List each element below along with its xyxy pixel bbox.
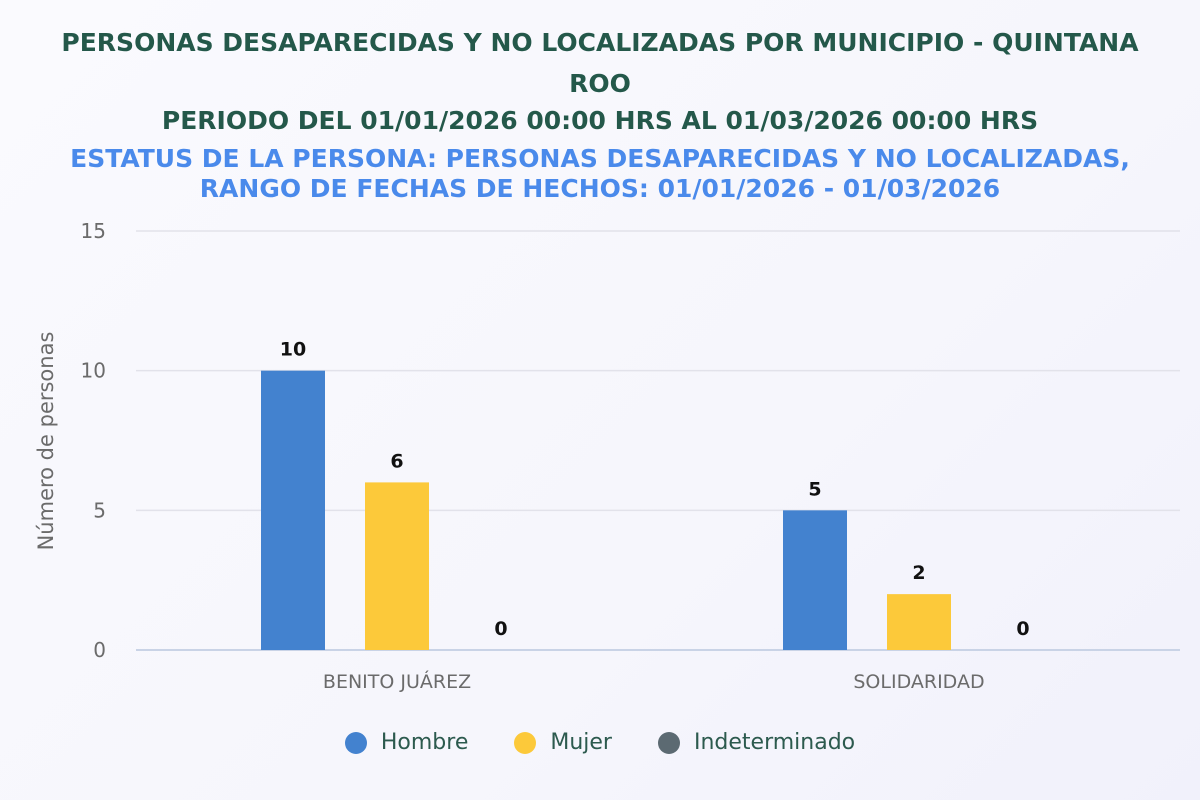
x-tick-label: SOLIDARIDAD: [853, 671, 984, 693]
legend-label: Indeterminado: [693, 730, 856, 755]
bar-hombre: [783, 510, 847, 650]
y-tick-label: 0: [93, 638, 106, 662]
legend: Hombre Mujer Indeterminado: [0, 730, 1200, 755]
y-tick-label: 5: [93, 498, 106, 522]
y-tick-label: 10: [81, 359, 106, 383]
data-label: 6: [390, 450, 403, 472]
data-label: 10: [280, 339, 306, 361]
y-tick-label: 15: [81, 219, 106, 243]
y-axis-label: Número de personas: [34, 332, 58, 551]
legend-label: Mujer: [550, 730, 612, 755]
data-label: 0: [494, 618, 507, 640]
legend-swatch: [657, 731, 680, 754]
chart-title: PERSONAS DESAPARECIDAS Y NO LOCALIZADAS …: [61, 28, 1139, 98]
legend-swatch: [514, 731, 537, 754]
data-label: 2: [912, 562, 925, 584]
legend-swatch: [344, 731, 367, 754]
legend-item-hombre[interactable]: Hombre: [344, 730, 469, 755]
data-label: 5: [808, 478, 821, 500]
subtitle-line-1: ESTATUS DE LA PERSONA: PERSONAS DESAPARE…: [70, 144, 1130, 173]
bar-hombre: [261, 370, 325, 650]
subtitle-line-2: RANGO DE FECHAS DE HECHOS: 01/01/2026 - …: [199, 174, 1001, 203]
x-tick-label: BENITO JUÁREZ: [323, 670, 471, 693]
chart-period: PERIODO DEL 01/01/2026 00:00 HRS AL 01/0…: [161, 106, 1039, 135]
legend-label: Hombre: [380, 730, 469, 755]
bar-mujer: [887, 594, 951, 650]
legend-item-mujer[interactable]: Mujer: [514, 730, 612, 755]
legend-item-indeterminado[interactable]: Indeterminado: [657, 730, 856, 755]
data-label: 0: [1016, 618, 1029, 640]
chart-subtitle: ESTATUS DE LA PERSONA: PERSONAS DESAPARE…: [0, 144, 1200, 204]
bar-mujer: [365, 482, 429, 650]
